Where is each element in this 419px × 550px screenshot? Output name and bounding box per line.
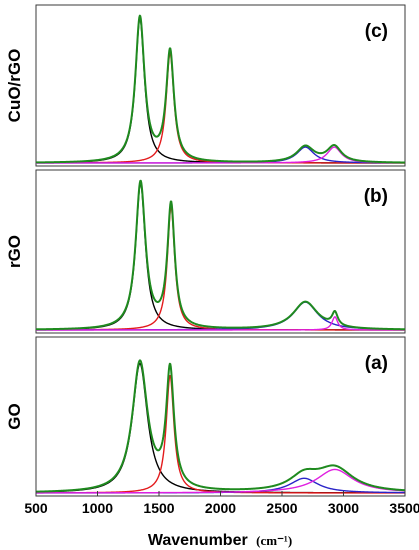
panel-a: (a) GO (5, 336, 406, 497)
x-tick-label-3500: 3500 (389, 500, 419, 516)
panel-b-G-band-curve (35, 206, 406, 331)
panel-a-label: (a) (365, 353, 388, 374)
x-tick-label-3000: 3000 (328, 500, 359, 516)
panel-c-y-axis-title: CuO/rGO (5, 49, 24, 123)
x-tick-label-500: 500 (24, 500, 48, 516)
panel-c-label: (c) (365, 21, 388, 42)
x-tick-label-2000: 2000 (205, 500, 236, 516)
x-tick-label-1000: 1000 (82, 500, 113, 516)
panel-c: (c) CuO/rGO (5, 4, 406, 167)
panel-b: (b) rGO (5, 169, 406, 334)
x-axis: 500 1000 1500 2000 2500 3000 3500 (24, 491, 419, 516)
panel-b-D-band-curve (35, 182, 406, 331)
x-axis-title-main: Wavenumber (148, 532, 248, 549)
x-tick-label-1500: 1500 (143, 500, 174, 516)
panel-a-y-axis-title: GO (5, 403, 24, 429)
x-axis-title-unit: (cm⁻¹) (256, 533, 292, 548)
x-axis-title: Wavenumber (cm⁻¹) (148, 532, 292, 549)
panel-c-G-band-curve (35, 52, 406, 164)
panel-b-DG-band-curve (35, 316, 406, 331)
panel-a-fit-curve (35, 359, 406, 493)
panel-b-y-axis-title: rGO (5, 235, 24, 268)
panel-a-frame (35, 336, 406, 497)
panel-b-label: (b) (364, 186, 388, 207)
x-tick-label-2500: 2500 (266, 500, 297, 516)
panel-b-frame (35, 169, 406, 334)
panel-c-frame (35, 4, 406, 167)
panel-b-fit-curve (35, 179, 406, 331)
panel-c-D-band-curve (35, 17, 406, 164)
panels-group: (c) CuO/rGO (b) rGO (a) GO (5, 4, 406, 497)
panel-c-fit-curve (35, 14, 406, 164)
